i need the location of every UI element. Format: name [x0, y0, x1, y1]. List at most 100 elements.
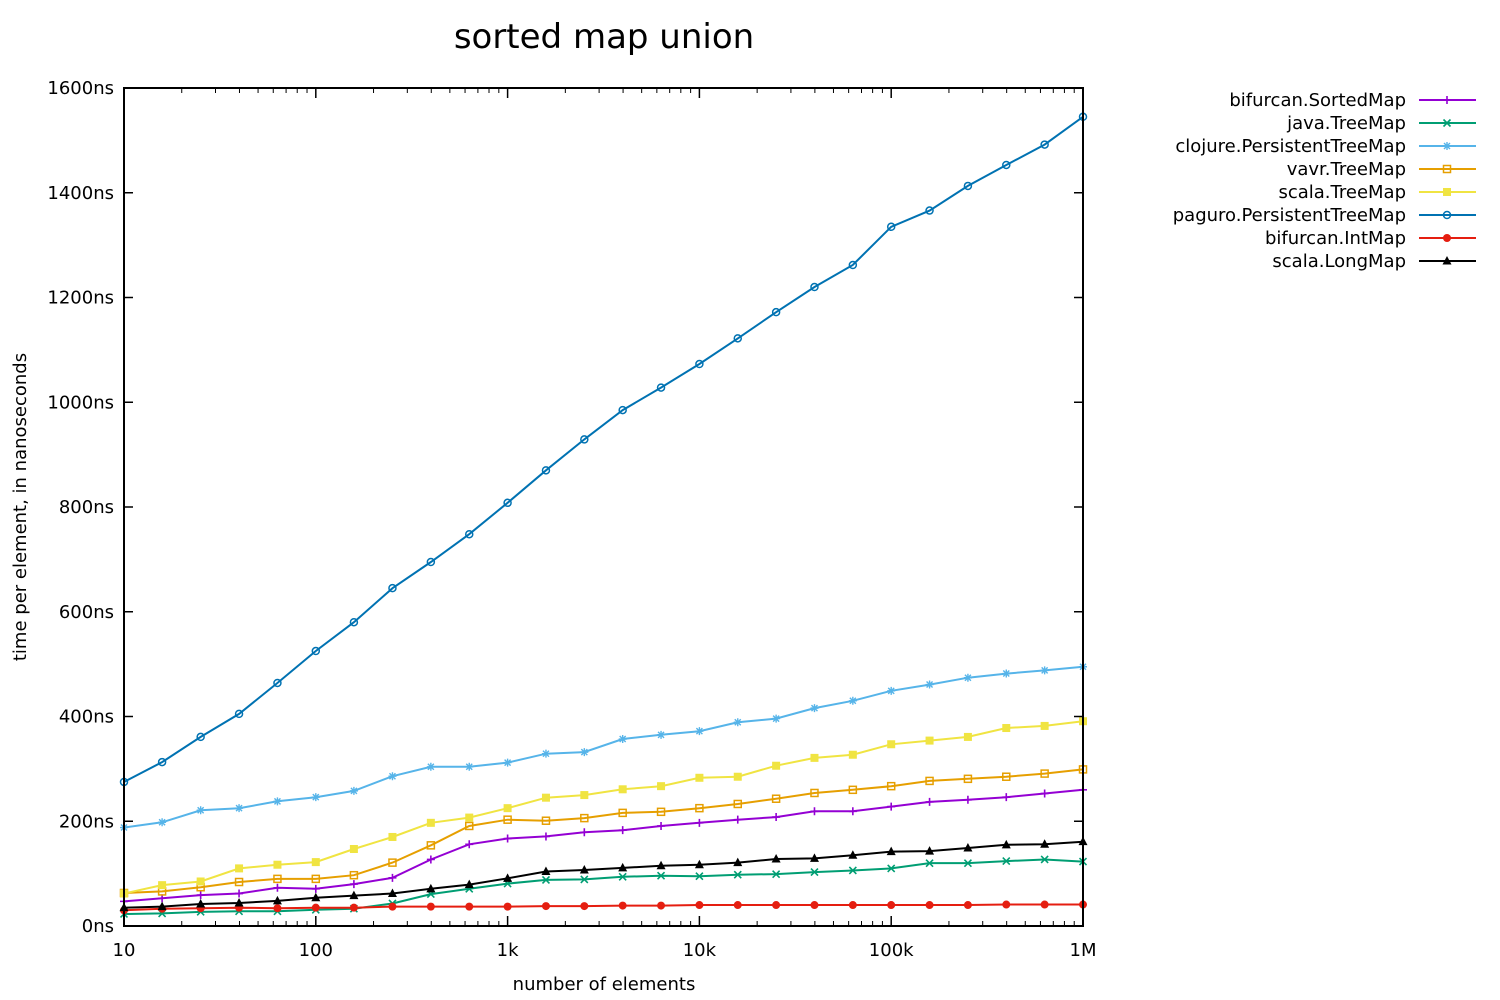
data-point [848, 866, 857, 875]
x-tick-label: 1M [1070, 940, 1097, 961]
data-point [618, 405, 627, 415]
data-point [349, 890, 359, 900]
x-tick-label: 1k [497, 940, 519, 961]
legend-swatch-marker [1443, 234, 1451, 242]
data-point [311, 884, 320, 893]
data-point [771, 853, 781, 863]
data-point [235, 804, 244, 813]
data-point [886, 846, 896, 856]
data-point [695, 773, 704, 782]
data-point [695, 727, 704, 736]
data-point [618, 785, 627, 794]
data-point [618, 901, 627, 910]
data-point [810, 282, 819, 292]
data-point [464, 879, 474, 889]
data-point [925, 680, 934, 689]
data-point [657, 901, 666, 910]
legend-label: bifurcan.SortedMap [1229, 90, 1406, 111]
data-point [503, 815, 512, 824]
data-point [963, 181, 973, 191]
data-point [1002, 793, 1011, 802]
legend-label: bifurcan.IntMap [1265, 228, 1406, 249]
legend-item: bifurcan.SortedMap [1229, 90, 1476, 111]
data-point [272, 895, 282, 905]
data-point [311, 793, 320, 802]
data-point [810, 807, 819, 816]
data-point [772, 714, 781, 723]
y-tick-label: 600ns [59, 602, 114, 623]
data-point [1002, 772, 1011, 781]
data-point [273, 904, 282, 913]
series-vavr-treemap [119, 765, 1088, 898]
y-tick-label: 1400ns [47, 183, 114, 204]
data-point [273, 883, 282, 892]
data-point [733, 334, 743, 343]
x-axis-label: number of elements [513, 974, 696, 995]
data-point [349, 903, 358, 912]
data-point [580, 435, 589, 444]
data-point [848, 807, 857, 816]
data-point [349, 845, 358, 854]
data-point [311, 646, 321, 656]
y-tick-label: 800ns [59, 497, 114, 518]
data-point [234, 897, 244, 907]
x-tick-label: 10 [113, 940, 136, 961]
y-tick-label: 1200ns [47, 288, 114, 309]
data-point [580, 791, 589, 800]
data-point [694, 859, 704, 869]
data-point [772, 761, 781, 770]
data-point [925, 797, 934, 806]
data-point [925, 206, 934, 215]
x-tick-label: 10k [683, 940, 717, 961]
data-point [388, 772, 397, 781]
data-point [657, 730, 666, 739]
data-point [656, 860, 666, 870]
legend-swatch-marker [1442, 256, 1452, 265]
data-point [1002, 669, 1011, 678]
data-point [1002, 856, 1011, 866]
legend-item: paguro.PersistentTreeMap [1173, 205, 1476, 226]
legend-label: paguro.PersistentTreeMap [1173, 205, 1406, 226]
data-point [963, 673, 972, 682]
data-point [963, 774, 973, 784]
x-tick-label: 100k [869, 940, 914, 961]
legend-swatch-marker [1442, 210, 1452, 220]
data-point [810, 901, 819, 910]
data-point [772, 813, 781, 822]
series-line [123, 665, 1084, 829]
data-point [848, 260, 858, 270]
data-point [580, 748, 589, 757]
data-point [925, 846, 935, 855]
series-paguro-persistenttreemap [119, 112, 1088, 787]
data-point [1040, 666, 1049, 675]
data-point [657, 821, 666, 830]
data-point [580, 813, 589, 823]
data-point [1040, 769, 1049, 778]
data-point [196, 877, 205, 886]
data-point [311, 874, 321, 884]
data-point [887, 864, 896, 873]
data-point [387, 888, 397, 898]
data-point [733, 857, 743, 867]
data-point [541, 793, 550, 802]
data-point [273, 874, 282, 884]
data-point [772, 870, 781, 879]
series-line [123, 903, 1083, 912]
data-point [157, 757, 167, 767]
legend-swatch-marker [1443, 96, 1451, 104]
data-point [388, 832, 397, 841]
data-point [349, 870, 359, 880]
data-point [196, 806, 205, 815]
data-point [886, 222, 896, 232]
data-point [541, 875, 551, 884]
data-point [618, 826, 627, 835]
data-point [656, 383, 666, 392]
data-point [848, 750, 857, 759]
legend-label: scala.TreeMap [1278, 182, 1406, 203]
data-point [1002, 724, 1011, 733]
data-point [1040, 140, 1049, 149]
data-point [1040, 789, 1049, 798]
data-point [541, 866, 551, 876]
data-point [656, 871, 666, 880]
data-point [618, 735, 627, 744]
